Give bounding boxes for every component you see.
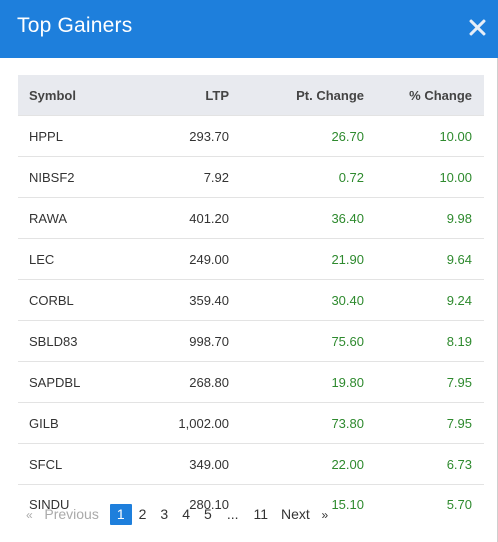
previous-label: Previous (44, 506, 99, 522)
column-header-ltp[interactable]: LTP (115, 75, 230, 116)
symbol-cell: CORBL (18, 279, 115, 321)
pct-change-cell: 9.64 (365, 238, 484, 280)
pt-change-cell: 73.80 (230, 402, 365, 444)
modal-header: Top Gainers (0, 0, 498, 58)
gainers-table: Symbol LTP Pt. Change % Change HPPL 293.7… (18, 75, 484, 523)
symbol-cell: GILB (18, 402, 115, 444)
previous-button[interactable]: « Previous (26, 506, 99, 522)
page-3-button[interactable]: 3 (160, 505, 169, 522)
symbol-cell: HPPL (18, 115, 115, 157)
ltp-cell: 998.70 (115, 320, 230, 362)
ltp-cell: 349.00 (115, 443, 230, 485)
column-header-symbol[interactable]: Symbol (18, 75, 115, 116)
pct-change-cell: 10.00 (365, 156, 484, 198)
ltp-cell: 7.92 (115, 156, 230, 198)
ltp-cell: 401.20 (115, 197, 230, 239)
pct-change-cell: 5.70 (365, 484, 484, 523)
ltp-cell: 359.40 (115, 279, 230, 321)
pagination-ellipsis: ... (226, 506, 239, 522)
page-5-button[interactable]: 5 (204, 505, 212, 522)
table-header-row: Symbol LTP Pt. Change % Change (18, 75, 484, 116)
previous-arrow-icon: « (26, 508, 33, 522)
page-11-button[interactable]: 11 (253, 505, 269, 522)
table-row[interactable]: GILB 1,002.00 73.80 7.95 (18, 402, 484, 444)
table-row[interactable]: NIBSF2 7.92 0.72 10.00 (18, 156, 484, 198)
pagination: « Previous 1 2 3 4 5 ... 11 Next » (26, 503, 328, 525)
ltp-cell: 293.70 (115, 115, 230, 157)
pct-change-cell: 7.95 (365, 402, 484, 444)
page-2-button[interactable]: 2 (138, 505, 147, 522)
symbol-cell: NIBSF2 (18, 156, 115, 198)
pt-change-cell: 21.90 (230, 238, 365, 280)
table-row[interactable]: SBLD83 998.70 75.60 8.19 (18, 320, 484, 362)
pct-change-cell: 9.24 (365, 279, 484, 321)
next-label: Next (281, 506, 310, 522)
pt-change-cell: 0.72 (230, 156, 365, 198)
pct-change-cell: 6.73 (365, 443, 484, 485)
pt-change-cell: 36.40 (230, 197, 365, 239)
symbol-cell: SINDU (18, 484, 115, 523)
pct-change-cell: 9.98 (365, 197, 484, 239)
ltp-cell: 1,002.00 (115, 402, 230, 444)
table-row[interactable]: SAPDBL 268.80 19.80 7.95 (18, 361, 484, 403)
symbol-cell: SBLD83 (18, 320, 115, 362)
page-4-button[interactable]: 4 (182, 505, 191, 522)
pt-change-cell: 26.70 (230, 115, 365, 157)
pct-change-cell: 8.19 (365, 320, 484, 362)
pt-change-cell: 22.00 (230, 443, 365, 485)
pt-change-cell: 15.10 (230, 484, 365, 523)
symbol-cell: SFCL (18, 443, 115, 485)
ltp-cell: 268.80 (115, 361, 230, 403)
pct-change-cell: 7.95 (365, 361, 484, 403)
modal-title: Top Gainers (17, 14, 133, 37)
table-row[interactable]: LEC 249.00 21.90 9.64 (18, 238, 484, 280)
next-arrow-icon: » (321, 508, 329, 522)
table-row[interactable]: CORBL 359.40 30.40 9.24 (18, 279, 484, 321)
symbol-cell: RAWA (18, 197, 115, 239)
close-icon[interactable] (469, 17, 485, 39)
next-button[interactable]: Next » (281, 506, 328, 522)
ltp-cell: 280.10 (115, 484, 230, 523)
table-row[interactable]: RAWA 401.20 36.40 9.98 (18, 197, 484, 239)
symbol-cell: SAPDBL (18, 361, 115, 403)
pct-change-cell: 10.00 (365, 115, 484, 157)
table-row[interactable]: SINDU 280.10 15.10 5.70 (18, 484, 484, 523)
pt-change-cell: 30.40 (230, 279, 365, 321)
pt-change-cell: 19.80 (230, 361, 365, 403)
table-row[interactable]: HPPL 293.70 26.70 10.00 (18, 115, 484, 157)
table-row[interactable]: SFCL 349.00 22.00 6.73 (18, 443, 484, 485)
pt-change-cell: 75.60 (230, 320, 365, 362)
ltp-cell: 249.00 (115, 238, 230, 280)
column-header-pct-change[interactable]: % Change (365, 75, 484, 116)
symbol-cell: LEC (18, 238, 115, 280)
page-1-button[interactable]: 1 (109, 503, 132, 525)
column-header-pt-change[interactable]: Pt. Change (230, 75, 365, 116)
